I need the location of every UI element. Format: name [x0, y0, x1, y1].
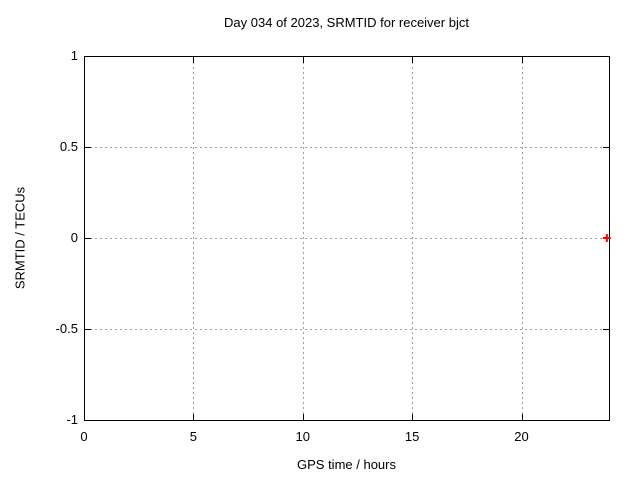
x-tick-label: 5	[189, 429, 197, 444]
x-tick-label: 0	[80, 429, 88, 444]
y-tick-label: 0.5	[59, 139, 78, 154]
x-axis-label: GPS time / hours	[297, 457, 396, 472]
x-tick-label: 20	[514, 429, 529, 444]
x-tick-label: 15	[404, 429, 420, 444]
y-tick-label: 1	[70, 48, 78, 63]
x-tick-label: 10	[295, 429, 310, 444]
y-axis-label: SRMTID / TECUs	[12, 186, 28, 290]
y-tick-label: -1	[66, 412, 78, 427]
chart-title: Day 034 of 2023, SRMTID for receiver bjc…	[224, 15, 469, 30]
y-tick-label: -0.5	[55, 321, 78, 336]
y-tick-label: 0	[70, 230, 78, 245]
